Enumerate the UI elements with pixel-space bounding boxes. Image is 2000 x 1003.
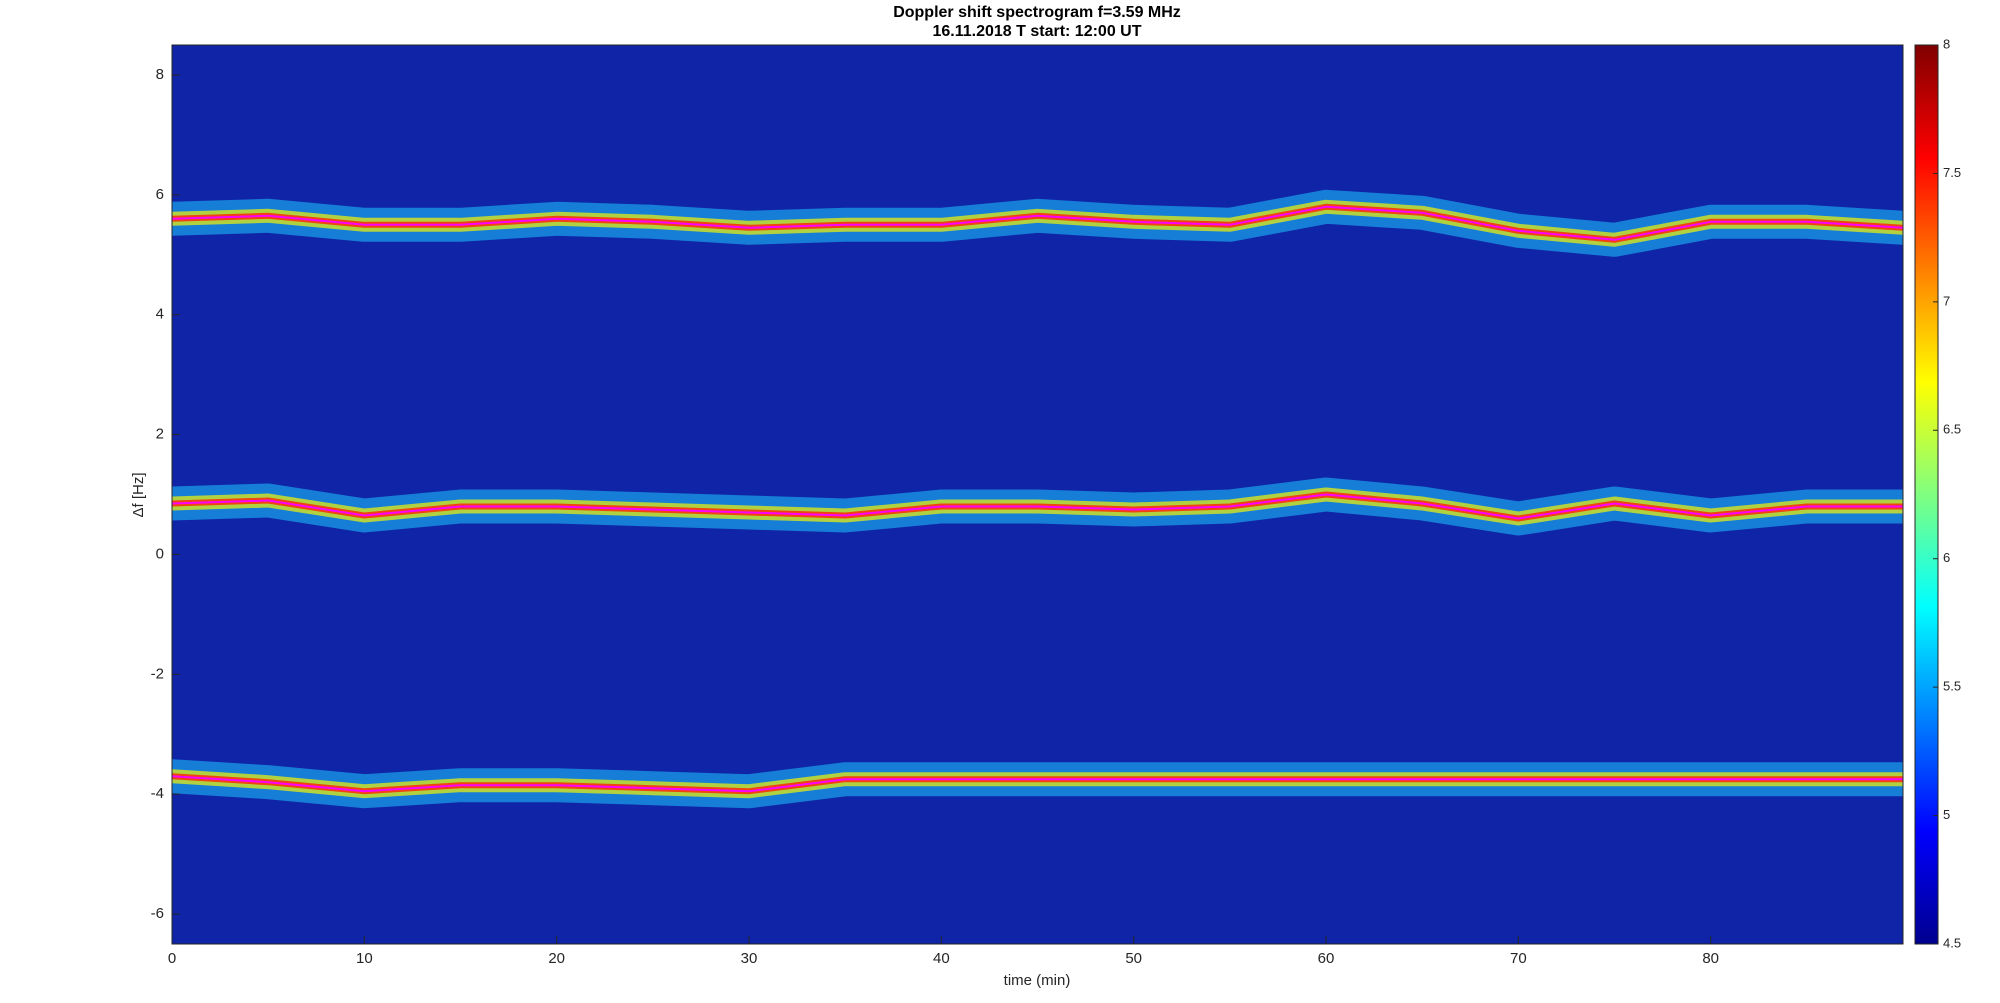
x-tick-label: 80 <box>1702 950 1719 967</box>
colorbar <box>1914 44 1939 945</box>
y-tick-label: -4 <box>151 785 164 802</box>
y-tick-label: -2 <box>151 665 164 682</box>
y-tick-label: 0 <box>156 545 164 562</box>
colorbar-tick-label: 5 <box>1943 807 1950 822</box>
y-tick-label: 2 <box>156 426 164 443</box>
x-tick-label: 30 <box>741 950 758 967</box>
colorbar-tick-label: 7.5 <box>1943 165 1961 180</box>
colorbar-tick-label: 6.5 <box>1943 422 1961 437</box>
trace-line <box>172 493 1903 520</box>
y-tick-label: 4 <box>156 306 164 323</box>
trace-line <box>172 775 1903 793</box>
plot-area <box>172 189 1903 809</box>
x-axis-label: time (min) <box>1004 972 1071 989</box>
x-tick-label: 0 <box>168 950 176 967</box>
colorbar-tick-label: 8 <box>1943 36 1950 51</box>
colorbar-tick-label: 4.5 <box>1943 935 1961 950</box>
y-tick-label: 8 <box>156 66 164 83</box>
colorbar-tick-label: 7 <box>1943 293 1950 308</box>
y-tick-label: 6 <box>156 186 164 203</box>
x-tick-label: 10 <box>356 950 373 967</box>
x-tick-label: 40 <box>933 950 950 967</box>
colorbar-tick-label: 5.5 <box>1943 679 1961 694</box>
x-tick-label: 20 <box>548 950 565 967</box>
y-tick-label: -6 <box>151 905 164 922</box>
colorbar-tick-label: 6 <box>1943 550 1950 565</box>
trace-line <box>172 205 1903 241</box>
x-tick-label: 50 <box>1125 950 1142 967</box>
x-tick-label: 70 <box>1510 950 1527 967</box>
y-axis-label: Δf [Hz] <box>130 472 147 517</box>
plot-frame <box>171 44 1904 945</box>
x-tick-label: 60 <box>1318 950 1335 967</box>
chart-subtitle: 16.11.2018 T start: 12:00 UT <box>932 23 1141 40</box>
chart-title: Doppler shift spectrogram f=3.59 MHz <box>893 4 1181 21</box>
